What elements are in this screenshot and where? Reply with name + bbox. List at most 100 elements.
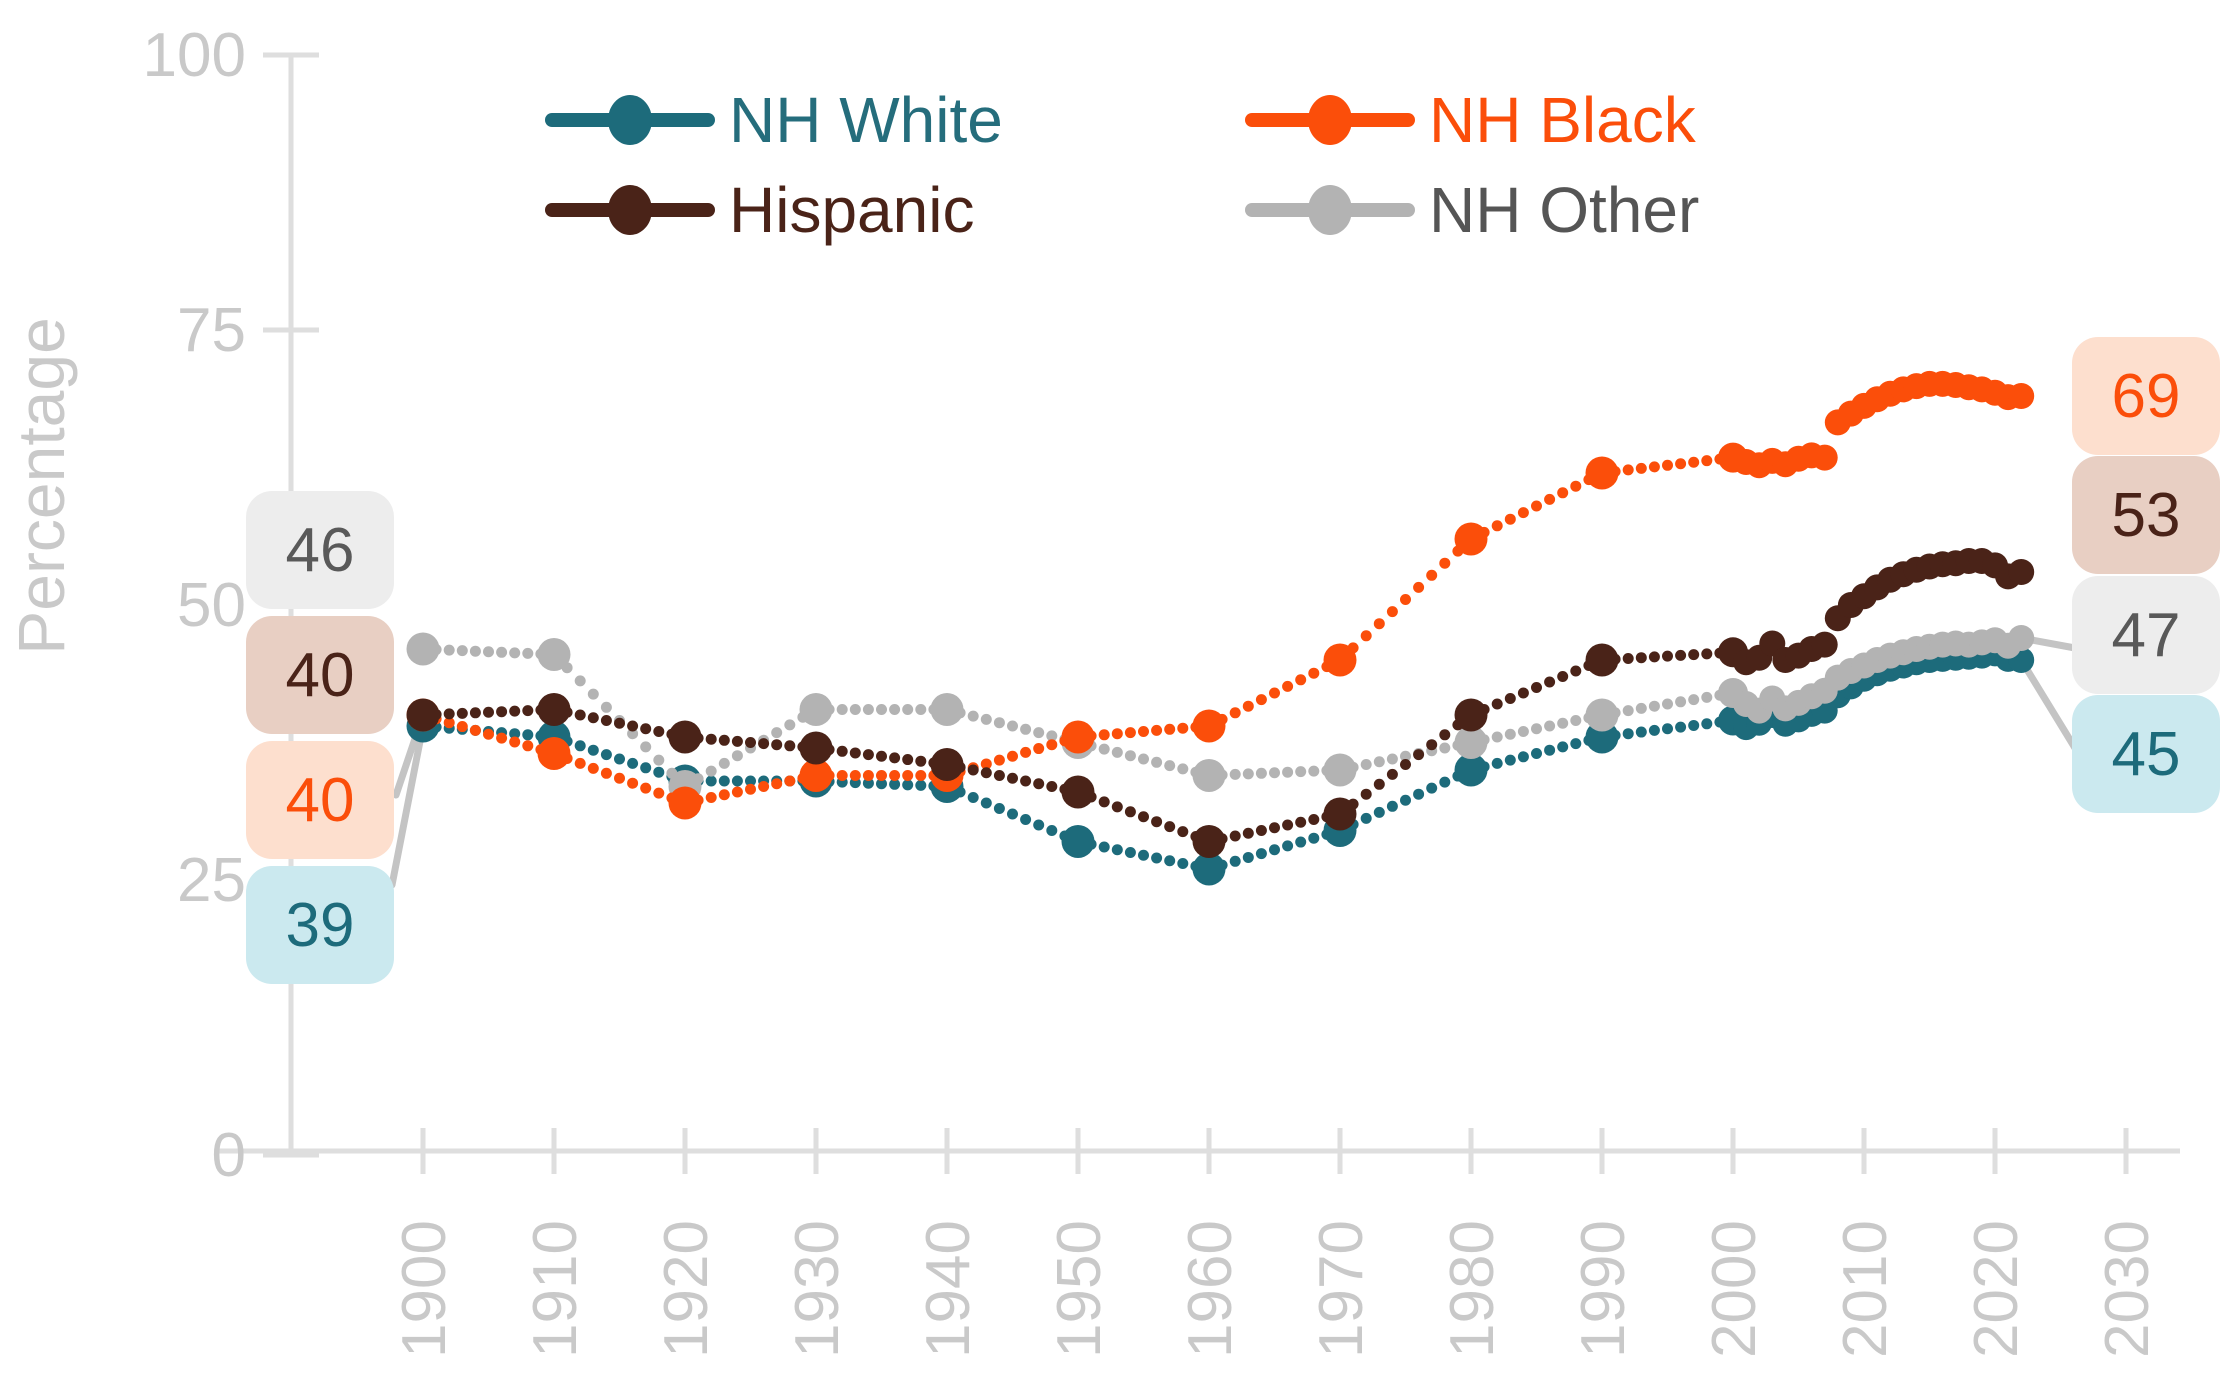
connector-dot: [653, 766, 665, 778]
connector-dot: [1295, 766, 1307, 778]
connector-dot: [705, 765, 717, 777]
data-point-decade: [1192, 852, 1226, 886]
legend-label: NH Other: [1429, 174, 1700, 246]
connector-dot: [1295, 836, 1307, 848]
data-point-decade: [537, 638, 571, 671]
connector-dot: [980, 713, 992, 725]
connector-dot: [600, 715, 612, 726]
connector-dot: [1295, 674, 1307, 686]
connector-dot: [1570, 480, 1582, 492]
connector-dot: [1491, 757, 1503, 769]
connector-dot: [1229, 855, 1241, 867]
connector-dot: [574, 740, 586, 752]
connector-dot: [1007, 772, 1018, 784]
connector-dot: [640, 782, 652, 794]
connector-dot: [1544, 676, 1556, 688]
x-tick-label: 1920: [652, 1220, 721, 1358]
connector-dot: [1098, 841, 1110, 853]
connector-dot: [915, 704, 927, 715]
connector-dot: [1164, 821, 1176, 833]
connector-dot: [1517, 507, 1529, 519]
end-value-badge-nh-black: 69: [2072, 337, 2220, 455]
connector-dot: [574, 675, 586, 687]
connector-dot: [1570, 715, 1582, 726]
legend-line-marker-icon: [545, 94, 715, 146]
connector-dot: [1046, 781, 1058, 792]
connector-dot: [876, 704, 887, 715]
connector-dot: [469, 724, 481, 736]
connector-dot: [574, 757, 586, 769]
badge-leader-lines: [388, 634, 2079, 889]
connector-dot: [1033, 778, 1045, 790]
connector-dot: [993, 717, 1005, 729]
connector-dot: [1386, 606, 1398, 618]
start-value-badge-nh-white: 39: [246, 866, 394, 984]
connector-dot: [1282, 766, 1294, 778]
connector-dot: [1138, 849, 1149, 861]
connector-dot: [980, 767, 992, 779]
start-value-badge-hispanic: 40: [246, 616, 394, 734]
connector-dot: [1282, 819, 1294, 831]
start-value-badge-nh-black: 40: [246, 741, 394, 859]
connector-dot: [1557, 487, 1569, 499]
connector-dot: [1386, 753, 1398, 765]
connector-dot: [876, 770, 887, 781]
series-hispanic: [406, 548, 2035, 858]
connector-dot: [1098, 796, 1110, 808]
connector-dot: [1229, 768, 1241, 780]
connector-dot: [1020, 746, 1032, 758]
connector-dot: [1635, 702, 1647, 714]
connector-dot: [1648, 724, 1660, 736]
connector-dot: [1426, 782, 1438, 794]
connector-dot: [600, 767, 612, 779]
connector-dot: [1622, 705, 1634, 717]
connector-dot: [522, 647, 534, 659]
connector-dot: [653, 754, 665, 766]
connector-dot: [640, 723, 652, 735]
connector-dot: [1439, 557, 1451, 569]
connector-dot: [784, 740, 796, 752]
connector-dot: [967, 710, 979, 722]
x-tick-label: 2020: [1962, 1220, 2031, 1358]
connector-dot: [731, 750, 743, 762]
connector-dot: [1688, 719, 1700, 731]
data-point-decade: [1323, 643, 1357, 677]
connector-dot: [1111, 728, 1123, 740]
connector-dot: [640, 741, 652, 753]
connector-dot: [784, 775, 796, 787]
connector-dot: [862, 770, 874, 781]
connector-dot: [1648, 700, 1660, 712]
connector-dot: [614, 772, 625, 784]
connector-dot: [902, 770, 914, 781]
connector-dot: [600, 701, 612, 713]
legend-line-marker-icon: [1245, 94, 1415, 146]
connector-dot: [509, 647, 521, 659]
data-point-decade: [1454, 522, 1488, 556]
connector-dot: [1033, 727, 1045, 739]
connector-dot: [915, 770, 927, 781]
connector-dot: [614, 717, 625, 729]
connector-dot: [1662, 459, 1673, 471]
legend-dot-icon: [608, 95, 652, 145]
connector-dot: [1164, 760, 1176, 772]
connector-dot: [1255, 825, 1267, 836]
data-point-decade: [406, 632, 440, 666]
connector-dot: [1622, 464, 1634, 476]
series-nh-black: [406, 370, 2035, 820]
connector-dot: [1111, 801, 1123, 813]
data-point-decade: [1192, 825, 1226, 858]
data-point-annual: [1811, 631, 1838, 658]
connector-dot: [1360, 812, 1372, 824]
connector-dot: [771, 778, 783, 790]
connector-dot: [1675, 458, 1687, 470]
data-point-decade: [537, 693, 571, 726]
x-tick-label: 1940: [914, 1220, 983, 1358]
connector-dot: [889, 770, 901, 781]
connector-dot: [993, 803, 1005, 814]
connector-dot: [496, 646, 508, 658]
connector-dot: [522, 740, 534, 752]
connector-dot: [587, 762, 599, 774]
x-tick-label: 1900: [390, 1220, 459, 1358]
connector-dot: [483, 646, 494, 658]
y-tick-label: 75: [177, 296, 246, 365]
